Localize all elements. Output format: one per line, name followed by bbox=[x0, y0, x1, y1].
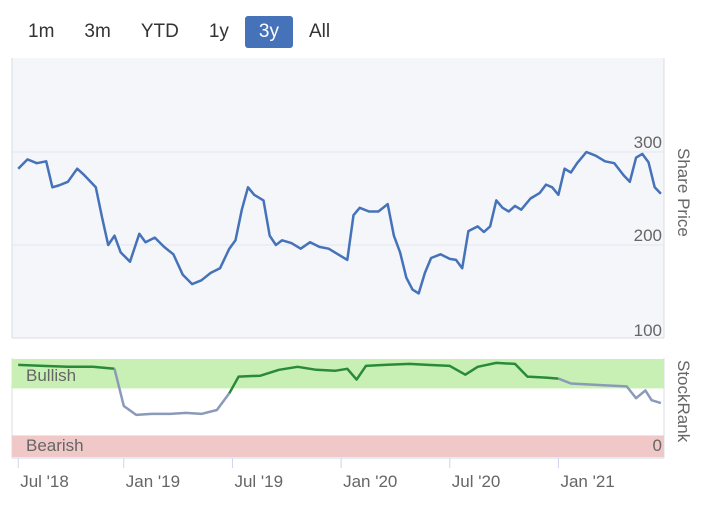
x-tick-label: Jan '19 bbox=[126, 472, 180, 491]
stockrank-line-segment bbox=[228, 361, 559, 394]
stockrank-line-segment bbox=[113, 368, 231, 417]
x-tick-label: Jul '20 bbox=[452, 472, 501, 491]
bullish-zone bbox=[12, 359, 664, 389]
x-tick-label: Jan '20 bbox=[343, 472, 397, 491]
price-panel: 300 200 100 bbox=[11, 58, 665, 340]
price-tick-label: 300 bbox=[634, 133, 662, 152]
price-tick-label: 100 bbox=[634, 321, 662, 340]
price-plot-background bbox=[12, 58, 664, 338]
range-button-all[interactable]: All bbox=[295, 16, 344, 48]
range-button-1y[interactable]: 1y bbox=[195, 16, 243, 48]
share-price-line bbox=[17, 150, 662, 295]
bullish-zone-label: Bullish bbox=[26, 366, 76, 385]
range-selector: 1m 3m YTD 1y 3y All bbox=[14, 16, 346, 52]
stockrank-line-segment bbox=[557, 377, 662, 405]
x-tick-label: Jul '19 bbox=[234, 472, 283, 491]
range-button-1m[interactable]: 1m bbox=[14, 16, 68, 48]
stockrank-axis-title: StockRank bbox=[674, 360, 693, 443]
x-tick-label: Jul '18 bbox=[20, 472, 69, 491]
range-button-3m[interactable]: 3m bbox=[70, 16, 124, 48]
stockrank-tick-label: 0 bbox=[653, 436, 662, 455]
stockrank-line-segment bbox=[18, 363, 115, 371]
stockrank-panel: Bullish Bearish 0 bbox=[11, 358, 665, 458]
price-axis-title: Share Price bbox=[674, 148, 693, 237]
bearish-zone bbox=[12, 435, 664, 457]
bearish-zone-label: Bearish bbox=[26, 436, 84, 455]
range-button-ytd[interactable]: YTD bbox=[127, 16, 193, 48]
range-button-3y[interactable]: 3y bbox=[244, 16, 293, 48]
price-tick-label: 200 bbox=[634, 226, 662, 245]
x-tick-label: Jan '21 bbox=[560, 472, 614, 491]
x-axis: Jul '18 Jan '19 Jul '19 Jan '20 Jul '20 Jan '… bbox=[12, 457, 664, 491]
